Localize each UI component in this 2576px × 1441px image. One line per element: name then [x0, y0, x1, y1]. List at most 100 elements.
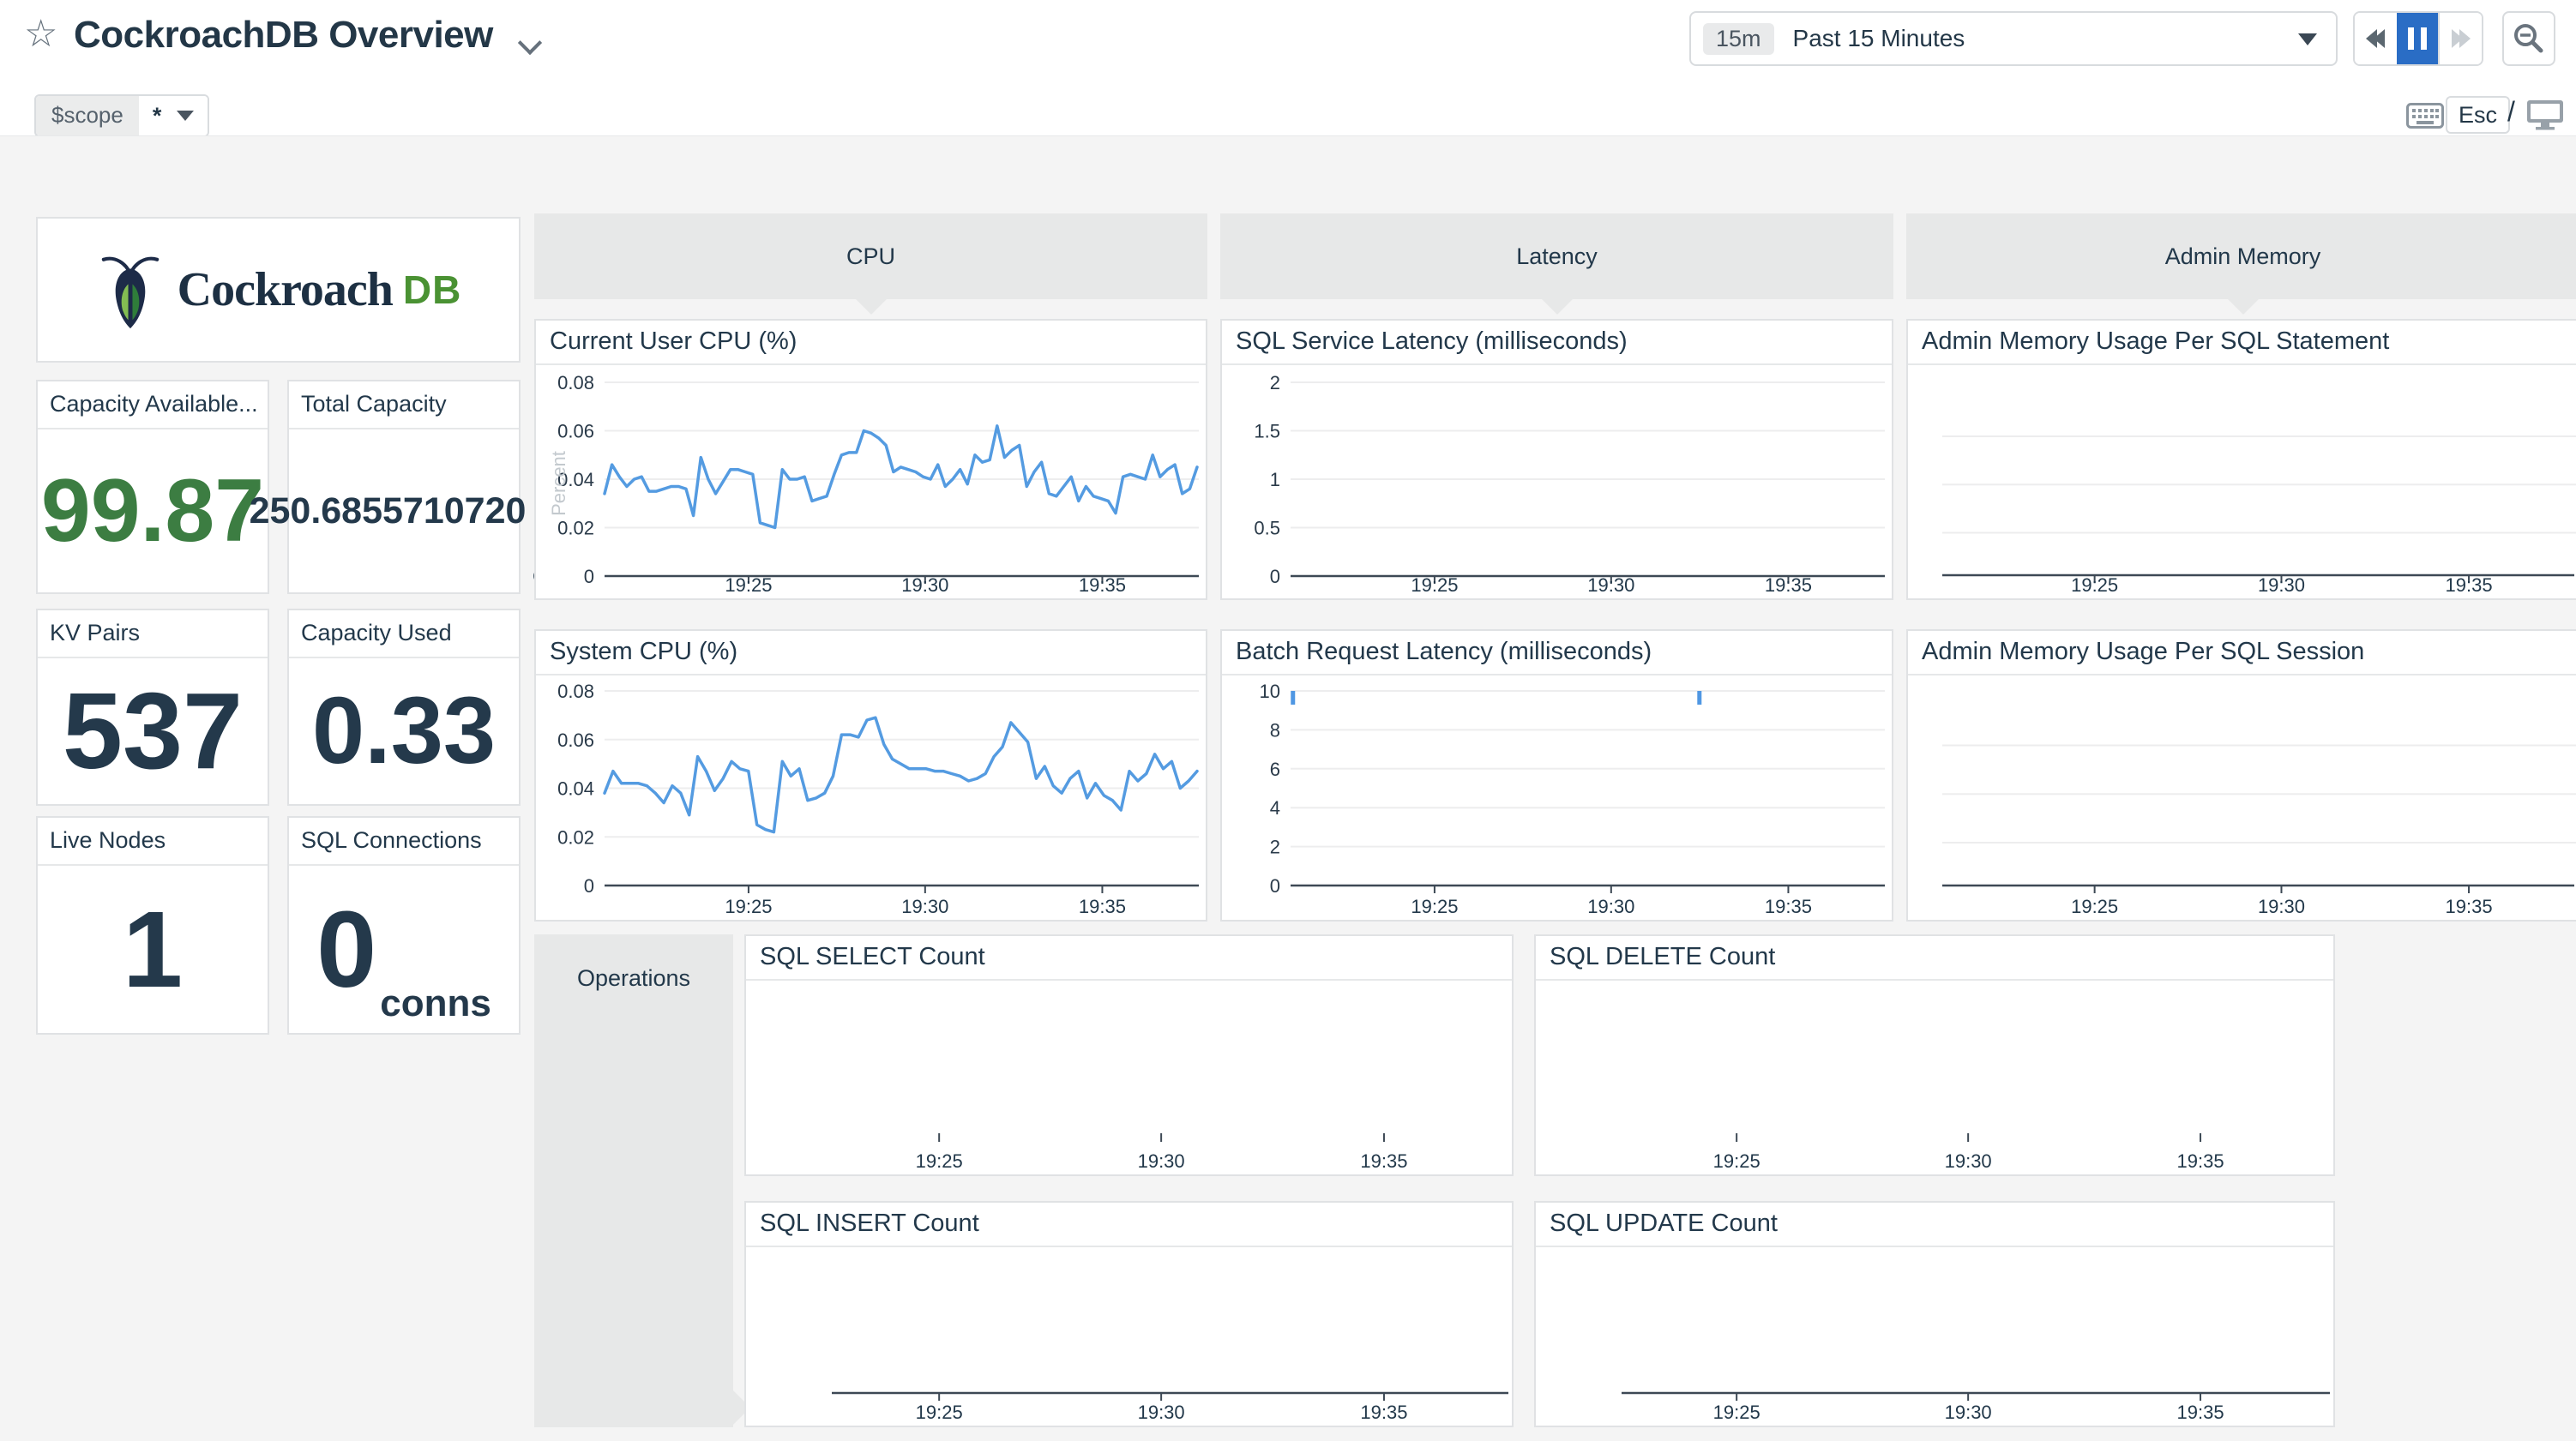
stat-title: Total Capacity: [289, 381, 519, 429]
chart-card-sql-select-count: SQL SELECT Count 19:25 19:30 19:35: [744, 934, 1514, 1176]
keyboard-shortcuts-icon[interactable]: [2406, 103, 2444, 133]
stat-title: Live Nodes: [38, 818, 268, 866]
rewind-button[interactable]: [2355, 13, 2397, 64]
group-label: Admin Memory: [2164, 243, 2321, 269]
svg-text:1.5: 1.5: [1254, 421, 1280, 442]
svg-text:19:25: 19:25: [916, 1150, 963, 1172]
chart-title: SQL Service Latency (milliseconds): [1222, 321, 1892, 365]
group-label: Operations: [576, 965, 691, 991]
svg-text:19:35: 19:35: [1360, 1402, 1407, 1423]
pause-button[interactable]: [2396, 13, 2439, 64]
chart-plot[interactable]: 0 0.02 0.04 0.06 0.08 19:25 19:30 19:35: [536, 675, 1206, 920]
scope-variable-value: *: [138, 96, 208, 135]
svg-text:19:30: 19:30: [901, 574, 948, 596]
chevron-down-icon[interactable]: [517, 30, 543, 56]
zoom-out-button[interactable]: [2502, 11, 2555, 66]
cockroachdb-logo-card: Cockroach DB: [36, 217, 521, 363]
stat-title: KV Pairs: [38, 610, 268, 658]
group-label: CPU: [846, 243, 895, 269]
svg-text:19:35: 19:35: [2446, 574, 2493, 596]
pause-icon: [2408, 27, 2414, 50]
group-header-admin-memory[interactable]: Admin Memory: [1906, 213, 2576, 315]
chart-plot[interactable]: 19:25 19:30 19:35: [1536, 981, 2333, 1174]
time-range-picker[interactable]: 15m Past 15 Minutes: [1689, 11, 2338, 66]
svg-text:19:25: 19:25: [725, 896, 772, 917]
stat-title: Capacity Used: [289, 610, 519, 658]
svg-text:19:30: 19:30: [1587, 574, 1634, 596]
chart-plot[interactable]: 0 2 4 6 8 10 19:25 19:30 19:35: [1222, 675, 1892, 920]
fast-forward-button[interactable]: [2438, 13, 2482, 64]
scope-template-variable[interactable]: $scope *: [34, 94, 210, 137]
chart-card-admin-memory-statement: Admin Memory Usage Per SQL Statement 19:…: [1906, 319, 2576, 600]
chart-title: Admin Memory Usage Per SQL Statement: [1908, 321, 2576, 365]
svg-text:8: 8: [1270, 719, 1280, 741]
header-divider: [0, 135, 2576, 136]
stat-title: Capacity Available...: [38, 381, 268, 429]
svg-text:0.06: 0.06: [557, 421, 594, 442]
tv-mode-icon[interactable]: [2526, 99, 2564, 135]
svg-text:19:30: 19:30: [2258, 896, 2305, 917]
stat-value: 0: [316, 888, 377, 1010]
logo-wordmark: Cockroach: [177, 263, 394, 316]
chart-plot[interactable]: 19:25 19:30 19:35: [746, 981, 1512, 1174]
stat-card-live-nodes[interactable]: Live Nodes 1: [36, 816, 269, 1035]
svg-text:4: 4: [1270, 797, 1280, 819]
chart-title: SQL SELECT Count: [746, 936, 1512, 981]
stat-card-total-capacity[interactable]: Total Capacity 250.6855710720 GB: [250, 380, 558, 594]
page-title: CockroachDB Overview: [74, 14, 493, 56]
chart-card-admin-memory-session: Admin Memory Usage Per SQL Session 19:25…: [1906, 629, 2576, 922]
zoom-out-icon: [2514, 24, 2543, 53]
svg-text:19:25: 19:25: [1411, 574, 1458, 596]
svg-text:2: 2: [1270, 372, 1280, 393]
stat-card-capacity-available[interactable]: Capacity Available... 99.87: [36, 380, 269, 594]
chart-card-system-cpu: System CPU (%) 0 0.02 0.04 0.06 0.08 19:25 19:…: [534, 629, 1207, 922]
chart-card-current-user-cpu: Current User CPU (%) Percent 0 0.02 0.04 0.…: [534, 319, 1207, 600]
svg-text:2: 2: [1270, 837, 1280, 858]
svg-text:0.04: 0.04: [557, 469, 594, 490]
svg-text:19:35: 19:35: [1360, 1150, 1407, 1172]
scope-variable-name: $scope: [36, 96, 139, 135]
svg-text:19:25: 19:25: [1713, 1402, 1760, 1423]
stat-card-capacity-used[interactable]: Capacity Used 0.33: [287, 609, 521, 806]
cockroach-bug-icon: [101, 256, 159, 329]
group-header-cpu[interactable]: CPU: [534, 213, 1207, 315]
svg-text:19:25: 19:25: [2071, 896, 2118, 917]
chart-title: System CPU (%): [536, 631, 1206, 675]
slash-separator: /: [2507, 96, 2515, 127]
stat-unit: conns: [380, 982, 491, 1024]
svg-text:19:35: 19:35: [2177, 1402, 2224, 1423]
chart-plot[interactable]: 19:25 19:30 19:35: [746, 1247, 1512, 1426]
esc-key-badge[interactable]: Esc: [2446, 96, 2511, 134]
chart-title: Current User CPU (%): [536, 321, 1206, 365]
chart-card-sql-update-count: SQL UPDATE Count 19:25 19:30 19:35: [1534, 1201, 2335, 1427]
svg-text:19:35: 19:35: [1765, 574, 1812, 596]
caret-down-icon: [2298, 33, 2317, 45]
stat-card-kv-pairs[interactable]: KV Pairs 537: [36, 609, 269, 806]
chart-card-sql-service-latency: SQL Service Latency (milliseconds) 0 0.5 1…: [1220, 319, 1893, 600]
svg-text:19:25: 19:25: [725, 574, 772, 596]
svg-text:19:30: 19:30: [1138, 1402, 1185, 1423]
stat-card-sql-connections[interactable]: SQL Connections 0 conns: [287, 816, 521, 1035]
svg-text:0: 0: [584, 566, 594, 587]
svg-text:0: 0: [1270, 566, 1280, 587]
stat-value: 250.6855710720: [249, 489, 527, 531]
chart-card-batch-request-latency: Batch Request Latency (milliseconds) 0 2 4…: [1220, 629, 1893, 922]
chart-plot[interactable]: 0 0.5 1 1.5 2 19:25 19:30 19:35: [1222, 365, 1892, 598]
favorite-star-icon[interactable]: ☆: [24, 13, 58, 55]
svg-text:19:30: 19:30: [1945, 1150, 1992, 1172]
chart-plot[interactable]: 19:25 19:30 19:35: [1908, 365, 2576, 598]
group-header-latency[interactable]: Latency: [1220, 213, 1893, 315]
chart-plot[interactable]: Percent 0 0.02 0.04 0.06 0.08 19:25 19:30 19:35: [536, 365, 1206, 598]
time-shift-button-group: [2353, 11, 2483, 66]
svg-text:19:30: 19:30: [2258, 574, 2305, 596]
chart-card-sql-insert-count: SQL INSERT Count 19:25 19:30 19:35: [744, 1201, 1514, 1427]
svg-text:19:35: 19:35: [1765, 896, 1812, 917]
chart-plot[interactable]: 19:25 19:30 19:35: [1536, 1247, 2333, 1426]
chart-title: SQL DELETE Count: [1536, 936, 2333, 981]
svg-text:19:30: 19:30: [1945, 1402, 1992, 1423]
svg-text:0.02: 0.02: [557, 826, 594, 848]
group-header-operations[interactable]: Operations: [534, 934, 750, 1427]
group-label: Latency: [1516, 243, 1598, 269]
chart-plot[interactable]: 19:25 19:30 19:35: [1908, 675, 2576, 920]
